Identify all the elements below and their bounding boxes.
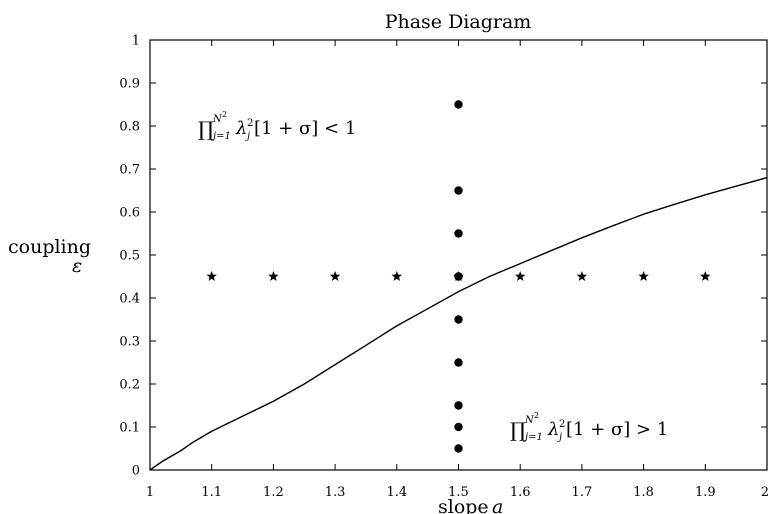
dot-marker — [454, 401, 463, 410]
dot-marker — [454, 444, 463, 453]
star-markers — [206, 271, 711, 281]
y-axis-label-word: coupling — [8, 236, 91, 258]
star-marker — [206, 271, 217, 281]
annotation-lower-lambda: λ — [547, 419, 559, 440]
y-tick-label: 0.8 — [119, 120, 140, 135]
dot-marker — [454, 315, 463, 324]
x-tick-label: 1.2 — [263, 485, 284, 500]
y-tick-label: 0 — [132, 464, 140, 479]
x-tick-label: 1.7 — [572, 485, 593, 500]
x-tick-label: 1 — [146, 485, 154, 500]
x-axis-label-symbol: a — [492, 496, 503, 514]
annotation-upper-prod: ∏ — [198, 117, 214, 141]
dot-marker — [454, 358, 463, 367]
y-tick-label: 0.7 — [119, 163, 140, 178]
star-marker — [700, 271, 711, 281]
star-marker — [391, 271, 403, 281]
annotation-upper-sub: j=1 — [211, 131, 231, 142]
x-axis-label-word: slope — [438, 496, 489, 514]
y-tick-label: 0.4 — [119, 292, 140, 307]
x-axis-ticks: 1 1.1 1.2 1.3 1.4 1.5 1.6 1.7 1.8 1.9 2 — [146, 40, 769, 500]
x-tick-label: 1.9 — [695, 485, 716, 500]
phase-boundary-curve — [149, 176, 768, 471]
chart-title: Phase Diagram — [385, 11, 532, 33]
annotation-lower-prod: ∏ — [510, 418, 526, 442]
annotation-upper-lambda-sub: j — [245, 131, 250, 142]
y-tick-label: 0.5 — [119, 249, 140, 264]
x-tick-label: 1.4 — [386, 485, 407, 500]
y-axis-ticks: 0 0.1 0.2 0.3 0.4 0.5 0.6 0.7 0.8 0.9 1 — [119, 34, 767, 479]
star-marker — [514, 271, 526, 281]
annotation-upper-sup-exp: 2 — [222, 110, 227, 119]
annotation-lower-sup-exp: 2 — [534, 411, 539, 420]
y-tick-label: 1 — [132, 34, 140, 49]
y-tick-label: 0.2 — [119, 378, 140, 393]
annotation-upper-lambda-sup: 2 — [247, 118, 253, 129]
annotation-lower-sup: N — [524, 415, 535, 426]
dot-marker — [454, 229, 463, 238]
y-tick-label: 0.6 — [119, 206, 140, 221]
annotation-upper-lambda: λ — [235, 118, 247, 139]
y-tick-label: 0.9 — [119, 77, 140, 92]
annotation-upper: ∏ N 2 j=1 λ 2 j [1 + σ] < 1 — [198, 110, 356, 142]
x-tick-label: 1.8 — [633, 485, 654, 500]
x-tick-label: 2 — [761, 485, 769, 500]
x-tick-label: 1.6 — [510, 485, 531, 500]
y-axis-label-symbol: ε — [72, 255, 82, 277]
star-marker — [453, 271, 464, 281]
annotation-lower-rest: [1 + σ] > 1 — [566, 419, 668, 440]
star-marker — [329, 271, 341, 281]
annotation-upper-sup: N — [212, 114, 223, 125]
x-tick-label: 1.3 — [325, 485, 346, 500]
dot-marker — [454, 100, 463, 109]
x-tick-label: 1.5 — [448, 485, 469, 500]
y-tick-label: 0.1 — [119, 421, 140, 436]
y-tick-label: 0.3 — [119, 335, 140, 350]
dot-marker — [454, 186, 463, 195]
annotation-lower-lambda-sup: 2 — [559, 419, 565, 430]
annotation-lower-sub: j=1 — [523, 432, 543, 443]
annotation-lower-lambda-sub: j — [557, 432, 562, 443]
annotation-upper-rest: [1 + σ] < 1 — [254, 118, 356, 139]
star-marker — [576, 271, 588, 281]
x-tick-label: 1.1 — [201, 485, 222, 500]
star-marker — [268, 271, 279, 281]
dot-marker — [454, 422, 463, 432]
annotation-lower: ∏ N 2 j=1 λ 2 j [1 + σ] > 1 — [510, 411, 668, 443]
star-marker — [638, 271, 649, 281]
